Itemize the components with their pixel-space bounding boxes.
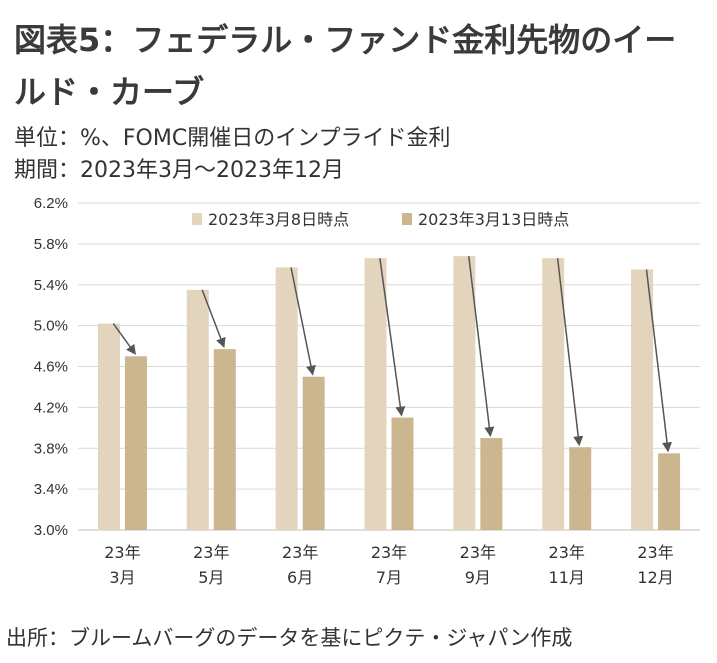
x-category-label: 23年: [371, 543, 407, 562]
change-arrow: [645, 269, 672, 453]
x-category-label: 3月: [109, 568, 135, 587]
y-tick-label: 5.4%: [34, 277, 68, 294]
change-arrow: [201, 289, 226, 348]
bar-series2: [213, 349, 236, 530]
bar-series1: [364, 258, 387, 530]
legend-swatch: [402, 213, 412, 225]
y-tick-label: 5.8%: [34, 236, 68, 253]
change-arrow: [379, 258, 406, 417]
x-category-label: 23年: [460, 543, 496, 562]
x-category-label: 23年: [637, 543, 673, 562]
x-category-label: 5月: [198, 568, 224, 587]
bar-series1: [453, 256, 476, 530]
y-tick-label: 6.2%: [34, 195, 68, 212]
y-tick-label: 3.4%: [34, 481, 68, 498]
y-tick-label: 3.0%: [34, 522, 68, 539]
legend-swatch: [192, 213, 202, 225]
bar-series2: [569, 447, 592, 530]
legend-label: 2023年3月13日時点: [418, 210, 569, 229]
x-category-label: 7月: [376, 568, 402, 587]
bar-series1: [631, 269, 654, 530]
bar-series2: [658, 453, 681, 530]
y-tick-label: 3.8%: [34, 440, 68, 457]
legend: 2023年3月8日時点 2023年3月13日時点: [192, 210, 569, 229]
bar-series1: [97, 323, 120, 530]
bar-series2: [391, 417, 414, 530]
y-tick-label: 4.6%: [34, 359, 68, 376]
gridlines: [78, 202, 700, 531]
change-arrows: [112, 256, 672, 453]
chart-title: 図表5：フェデラル・ファンド金利先物のイールド・カーブ: [14, 21, 677, 111]
x-category-label: 9月: [465, 568, 491, 587]
bar-series2: [480, 438, 503, 530]
change-arrow: [112, 323, 137, 355]
x-category-label: 23年: [193, 543, 229, 562]
x-category-label: 23年: [104, 543, 140, 562]
y-tick-label: 4.2%: [34, 399, 68, 416]
bars: [97, 256, 681, 530]
y-tick-label: 5.0%: [34, 318, 68, 335]
change-arrow: [290, 267, 316, 376]
bar-series2: [302, 376, 325, 530]
y-axis-ticks: 3.0% 3.4% 3.8% 4.2% 4.6% 5.0% 5.4% 5.8% 6.2%: [34, 195, 68, 539]
bar-series2: [124, 356, 147, 530]
x-axis-categories: 23年 3月 23年 5月 23年 6月 23年 7月 23年 9月 23年 11月 23年 12月: [104, 543, 674, 587]
x-category-label: 6月: [287, 568, 313, 587]
legend-label: 2023年3月8日時点: [208, 210, 349, 229]
bar-series1: [542, 258, 565, 530]
change-arrow: [468, 256, 495, 438]
x-category-label: 11月: [549, 568, 585, 587]
period-note: 期間：2023年3月～2023年12月: [14, 158, 344, 183]
unit-note: 単位：%、FOMC開催日のインプライド金利: [14, 126, 451, 151]
x-category-label: 12月: [637, 568, 673, 587]
x-category-label: 23年: [282, 543, 318, 562]
change-arrow: [556, 258, 584, 447]
x-category-label: 23年: [549, 543, 585, 562]
bar-series1: [186, 289, 209, 530]
bar-chart: 3.0% 3.4% 3.8% 4.2% 4.6% 5.0% 5.4% 5.8% 6.2% 23年…: [34, 195, 700, 587]
bar-series1: [275, 267, 298, 530]
source-note: 出所：ブルームバーグのデータを基にピクテ・ジャパン作成: [6, 626, 573, 650]
